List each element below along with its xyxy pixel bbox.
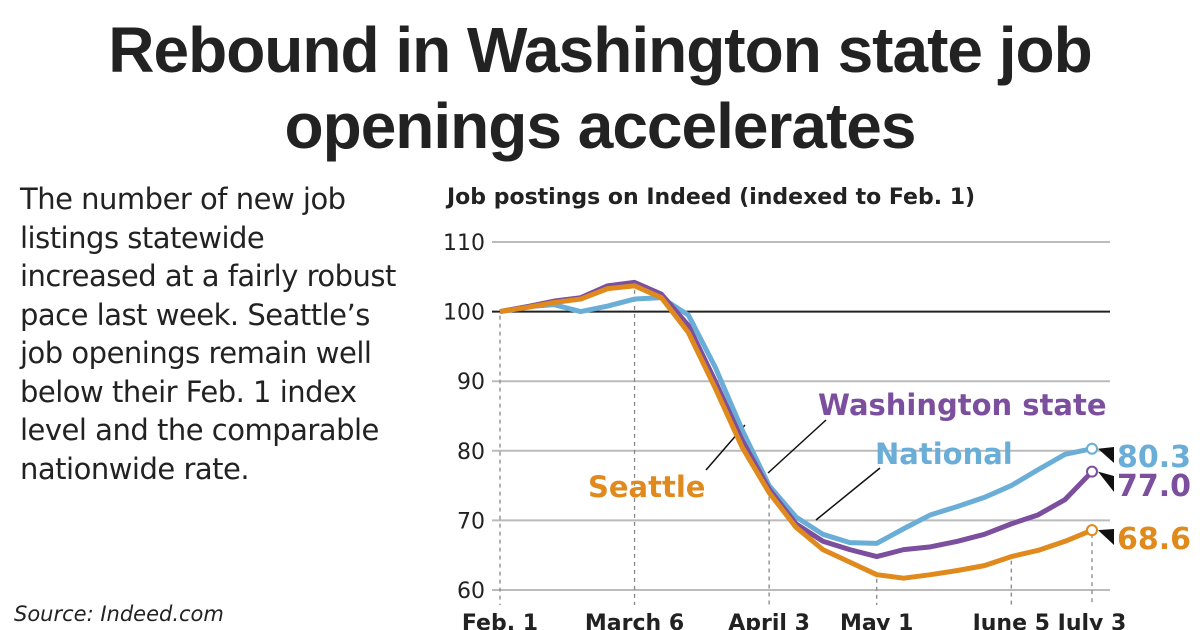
end-marker-national	[1086, 442, 1098, 455]
y-tick-label: 60	[457, 579, 485, 604]
series-label-seattle: Seattle	[588, 470, 705, 504]
end-marker-washington	[1086, 465, 1098, 478]
source-note: Source: Indeed.com	[14, 602, 224, 626]
y-tick-label: 100	[443, 301, 485, 326]
x-tick-label: April 3	[728, 611, 810, 630]
headline: Rebound in Washington state job openings…	[108, 14, 1092, 162]
pointer-seattle	[1098, 529, 1114, 545]
washington-leader-line	[767, 419, 827, 474]
end-value-seattle: 68.6	[1117, 522, 1191, 557]
pointer-washington	[1098, 471, 1114, 492]
end-value-national: 80.3	[1117, 440, 1191, 475]
x-tick-label: Feb. 1	[462, 611, 538, 630]
series-line-seattle	[499, 283, 1093, 581]
x-tick-label: June 5	[971, 611, 1050, 630]
x-tick-label: May 1	[840, 611, 913, 630]
y-tick-label: 80	[457, 440, 485, 465]
end-value-washington: 77.0	[1117, 469, 1191, 504]
end-marker-seattle	[1086, 524, 1098, 537]
y-tick-label: 110	[443, 231, 485, 256]
x-tick-label: March 6	[585, 611, 684, 630]
y-tick-label: 90	[457, 370, 485, 395]
description: The number of new job listings statewide…	[20, 182, 396, 486]
y-tick-label: 70	[457, 509, 485, 534]
x-tick-label: July 3	[1056, 611, 1127, 630]
series-line-national	[499, 295, 1093, 546]
series-label-washington: Washington state	[818, 388, 1107, 422]
chart-title: Job postings on Indeed (indexed to Feb. …	[445, 185, 975, 210]
series-label-national: National	[875, 437, 1013, 471]
pointer-national	[1098, 447, 1114, 463]
national-leader-line	[815, 467, 881, 521]
